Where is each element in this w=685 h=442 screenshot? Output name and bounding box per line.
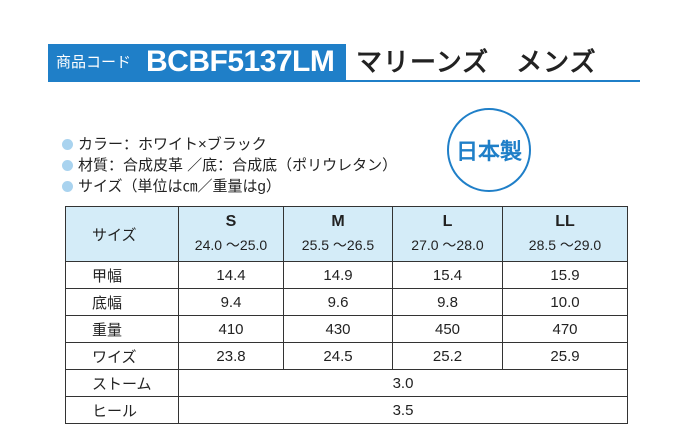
value-cell: 25.2 [392,342,503,370]
size-name: M [331,213,345,230]
value-cell: 15.4 [392,261,503,289]
value-cell: 470 [502,315,628,343]
spec-item: 材質：合成皮革 ／底：合成底（ポリウレタン） [62,155,397,176]
value-cell: 14.9 [283,261,393,289]
row-label: 底幅 [65,288,179,316]
size-name: L [442,213,453,230]
value-cell: 14.4 [178,261,284,289]
size-name: LL [555,213,575,230]
size-range: 24.0 ～25.0 [194,237,268,253]
size-table: サイズ S 24.0 ～25.0 M 25.5 ～26.5 L 27.0 ～28.0 LL 28… [65,206,628,424]
value-cell: 25.9 [502,342,628,370]
table-row: 重量 410 430 450 470 [65,315,628,343]
value-cell: 9.6 [283,288,393,316]
row-label: ストーム [65,369,179,397]
row-label: 重量 [65,315,179,343]
spec-item: カラー：ホワイト×ブラック [62,134,397,155]
value-cell: 10.0 [502,288,628,316]
size-name: S [225,213,237,230]
value-cell: 9.4 [178,288,284,316]
product-name: マリーンズ メンズ [356,47,597,77]
value-cell: 15.9 [502,261,628,289]
size-range: 27.0 ～28.0 [411,237,484,253]
table-row: ワイズ 23.8 24.5 25.2 25.9 [65,342,628,370]
size-header: LL 28.5 ～29.0 [502,206,628,262]
table-row: 甲幅 14.4 14.9 15.4 15.9 [65,261,628,289]
code-box [48,44,346,80]
row-label: ヒール [65,396,179,424]
header-row: サイズ S 24.0 ～25.0 M 25.5 ～26.5 L 27.0 ～28.0 LL 28… [65,206,628,262]
code-value: BCBF5137LM [146,45,335,78]
origin-badge: 日本製 [447,108,531,192]
size-header: L 27.0 ～28.0 [392,206,503,262]
value-cell: 410 [178,315,284,343]
spec-item: サイズ（単位は㎝／重量はg） [62,176,397,197]
table-row: ストーム 3.0 [65,369,628,397]
value-cell: 450 [392,315,503,343]
value-cell: 9.8 [392,288,503,316]
corner-cell: サイズ [65,206,179,262]
size-range: 25.5 ～26.5 [301,237,375,253]
size-range: 28.5 ～29.0 [528,237,602,253]
row-label: ワイズ [65,342,179,370]
value-cell: 23.8 [178,342,284,370]
spec-list: カラー：ホワイト×ブラック 材質：合成皮革 ／底：合成底（ポリウレタン） サイズ… [62,134,397,197]
value-cell: 24.5 [283,342,393,370]
table-row: 底幅 9.4 9.6 9.8 10.0 [65,288,628,316]
code-label: 商品コード [56,54,132,71]
row-label: 甲幅 [65,261,179,289]
value-cell: 3.0 [178,369,628,397]
header-rule [48,80,640,82]
value-cell: 3.5 [178,396,628,424]
table-row: ヒール 3.5 [65,396,628,424]
size-header: S 24.0 ～25.0 [178,206,284,262]
table-body: 甲幅 14.4 14.9 15.4 15.9 底幅 9.4 9.6 9.8 10.0 重量 410 43… [65,261,628,424]
value-cell: 430 [283,315,393,343]
size-header: M 25.5 ～26.5 [283,206,393,262]
